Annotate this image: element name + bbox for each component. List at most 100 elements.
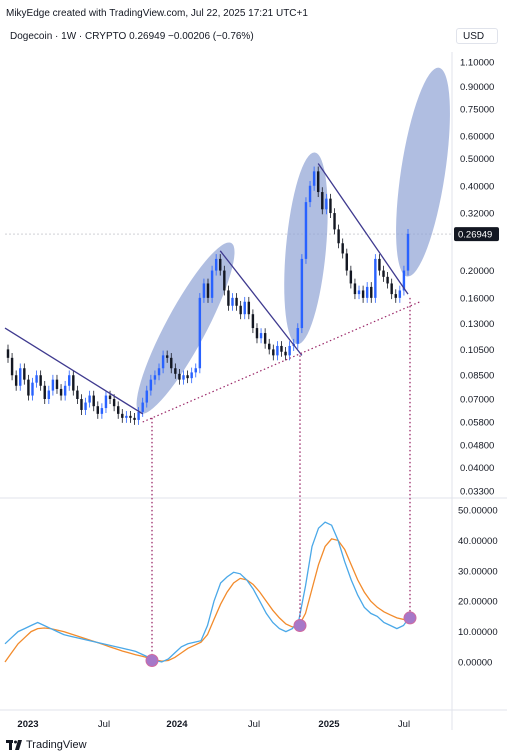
candle-body [329, 198, 332, 214]
candle-body [39, 375, 42, 386]
last-price-tag [454, 227, 499, 242]
time-tick-label: Jul [398, 719, 410, 730]
divergence-marker [145, 653, 159, 667]
candle-body [300, 258, 304, 329]
chart-attribution: MikyEdge created with TradingView.com, J… [6, 8, 308, 19]
candle-body [51, 379, 55, 391]
candle-body [219, 258, 222, 271]
candle-body [272, 349, 275, 356]
candle-body [43, 385, 46, 400]
price-tick-label: 0.90000 [460, 82, 494, 93]
candle-body [31, 382, 34, 396]
candle-body [243, 301, 246, 315]
candle-body [6, 349, 10, 358]
candle-body [202, 283, 206, 298]
price-tick-label: 0.75000 [460, 104, 494, 115]
candle-body [129, 415, 132, 418]
candle-body [247, 301, 251, 315]
candle-body [35, 375, 38, 383]
candle-body [27, 379, 30, 396]
candle-body [263, 333, 267, 344]
candle-body [333, 213, 336, 230]
time-tick-label: 2024 [166, 719, 188, 730]
candle-body [149, 379, 153, 391]
candle-body [276, 345, 279, 356]
oscillator-tick-label: 50.00000 [458, 506, 498, 517]
candle-body [341, 243, 344, 254]
candle-body [19, 368, 22, 386]
price-tick-label: 0.05800 [460, 418, 494, 429]
candle-body [394, 294, 397, 298]
candle-body [68, 375, 71, 386]
resistance-trendline [4, 327, 144, 415]
candle-body [312, 171, 316, 186]
currency-selector[interactable]: USD [456, 28, 498, 44]
time-tick-label: Jul [248, 719, 260, 730]
candle-body [361, 290, 365, 298]
price-tick-label: 0.03300 [460, 487, 494, 498]
candle-body [174, 368, 177, 374]
highlight-ellipse [396, 67, 450, 277]
price-tick-label: 1.10000 [460, 58, 494, 69]
time-tick-label: 2025 [318, 719, 340, 730]
candle-body [92, 395, 95, 407]
candle-body [55, 379, 59, 389]
symbol-info: Dogecoin · 1W · CRYPTO 0.26949 −0.00206 … [10, 31, 254, 42]
oscillator-ma-line [4, 538, 411, 663]
price-tick-label: 0.13000 [460, 319, 494, 330]
candle-body [137, 411, 140, 420]
candle-body [357, 290, 361, 295]
candle-body [194, 368, 197, 373]
candle-body [104, 395, 108, 409]
candle-body [100, 408, 104, 414]
price-tick-label: 0.50000 [460, 154, 494, 165]
candle-body [304, 202, 308, 259]
candle-body [125, 415, 128, 418]
candle-body [390, 283, 393, 295]
candle-body [178, 373, 181, 380]
candle-body [165, 355, 169, 358]
candle-body [133, 417, 136, 420]
candle-body [235, 297, 238, 306]
candle-body [108, 395, 112, 400]
candle-body [88, 395, 91, 403]
oscillator-tick-label: 30.00000 [458, 566, 498, 577]
divergence-marker [403, 611, 417, 625]
candle-body [141, 402, 144, 412]
candle-body [59, 388, 63, 396]
candle-body [378, 258, 381, 271]
candle-body [353, 283, 357, 295]
candle-body [259, 333, 263, 339]
candle-body [190, 372, 193, 379]
price-tick-label: 0.08500 [460, 371, 494, 382]
candle-body [170, 357, 173, 369]
price-tick-label: 0.16000 [460, 293, 494, 304]
resistance-trendline [317, 163, 409, 295]
candle-body [308, 185, 312, 203]
candle-body [284, 351, 287, 356]
tradingview-footer[interactable]: TradingView [6, 739, 87, 751]
price-tick-label: 0.20000 [460, 266, 494, 277]
candle-body [255, 328, 259, 339]
candle-body [321, 192, 324, 210]
oscillator-tick-label: 0.00000 [458, 658, 492, 669]
candle-body [386, 276, 389, 284]
oscillator-tick-label: 10.00000 [458, 627, 498, 638]
highlight-ellipse [136, 242, 235, 414]
candle-body [112, 399, 116, 407]
candle-body [345, 253, 348, 271]
candle-body [239, 305, 242, 315]
candle-body [337, 229, 340, 244]
candle-body [382, 270, 385, 277]
candle-body [316, 171, 320, 193]
candle-body [116, 406, 120, 414]
candle-body [121, 413, 124, 418]
oscillator-line [4, 521, 411, 663]
candle-body [47, 390, 51, 400]
candle-body [231, 297, 234, 306]
candle-body [280, 345, 283, 352]
candle-body [227, 290, 230, 306]
candle-body [96, 406, 100, 414]
candle-body [14, 375, 18, 386]
